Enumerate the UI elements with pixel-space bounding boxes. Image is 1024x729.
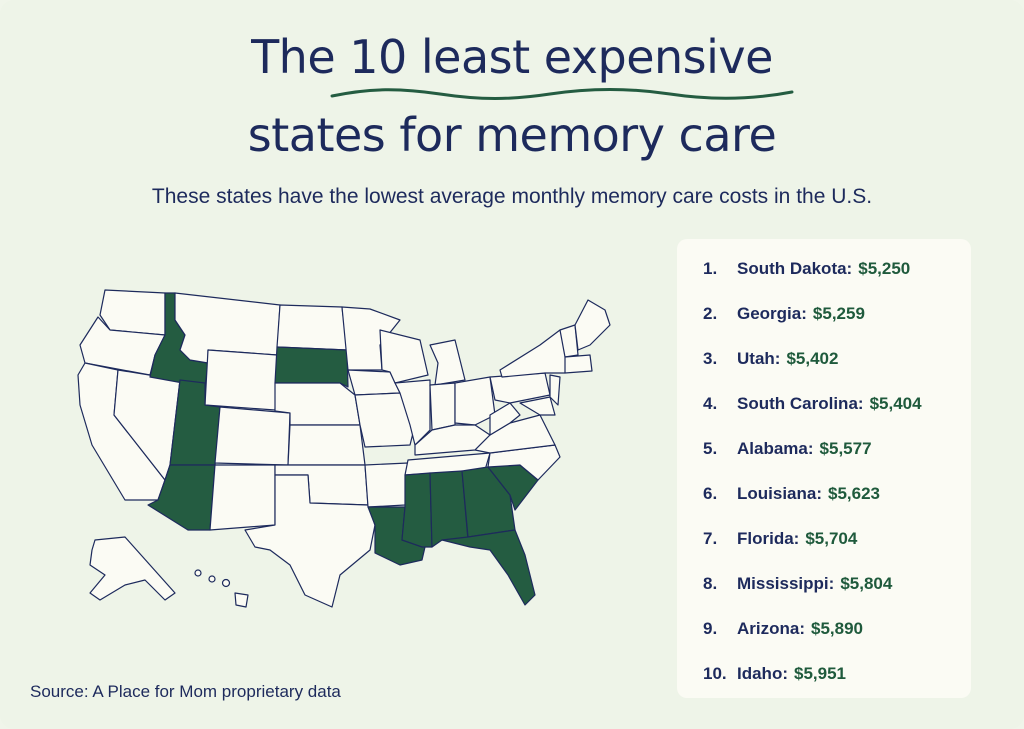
state-name: Alabama:: [737, 439, 814, 458]
state-name: South Dakota:: [737, 259, 853, 278]
state-cost: $5,259: [812, 304, 865, 323]
state-north-dakota: [276, 304, 348, 351]
state-name: Georgia:: [737, 304, 807, 323]
state-washington: [99, 289, 166, 336]
state-name: Utah:: [737, 349, 781, 368]
state-cost: $5,623: [828, 484, 881, 503]
state-name: Mississippi:: [737, 574, 835, 593]
ranking-row: 4. South Carolina: $5,404: [703, 394, 922, 414]
state-new-jersey: [549, 374, 561, 406]
state-cost: $5,250: [858, 259, 911, 278]
title-line-2: states for memory care: [247, 108, 777, 162]
rank-number: 3.: [703, 349, 718, 368]
state-alabama: [429, 470, 469, 548]
state-name: Louisiana:: [737, 484, 823, 503]
state-maryland: [519, 396, 556, 416]
state-mississippi: [401, 472, 433, 548]
state-hawaii: [194, 569, 249, 608]
state-vermont-nh: [559, 324, 579, 358]
state-wyoming: [204, 349, 278, 411]
ranking-row: 2. Georgia: $5,259: [703, 304, 865, 324]
subtitle: These states have the lowest average mon…: [151, 185, 873, 208]
title-underline-squiggle: [330, 88, 794, 100]
title-line-1: The 10 least expensive: [251, 30, 773, 84]
rank-number: 5.: [703, 439, 718, 458]
state-name: Florida:: [737, 529, 800, 548]
ranking-row: 5. Alabama: $5,577: [703, 439, 872, 459]
state-cost: $5,577: [819, 439, 872, 458]
ranking-row: 7. Florida: $5,704: [703, 529, 857, 549]
state-name: South Carolina:: [737, 394, 864, 413]
rankings-panel: 1. South Dakota: $5,250 2. Georgia: $5,259 3…: [677, 239, 971, 698]
state-arkansas: [364, 462, 409, 508]
state-new-mexico: [209, 464, 276, 531]
rank-number: 9.: [703, 619, 718, 638]
state-cost: $5,704: [805, 529, 858, 548]
state-mass-ct-ri: [564, 354, 593, 374]
state-alaska: [89, 536, 176, 601]
source-note: Source: A Place for Mom proprietary data: [30, 682, 341, 701]
ranking-row: 10. Idaho: $5,951: [703, 664, 846, 684]
state-colorado: [214, 406, 291, 466]
ranking-row: 8. Mississippi: $5,804: [703, 574, 892, 594]
state-cost: $5,890: [811, 619, 863, 638]
state-kansas: [287, 424, 366, 466]
state-indiana: [429, 382, 456, 431]
state-ohio: [454, 376, 496, 426]
state-west-virginia: [489, 402, 521, 436]
ranking-row: 6. Louisiana: $5,623: [703, 484, 880, 504]
rank-number: 6.: [703, 484, 718, 503]
state-south-dakota: [274, 346, 349, 388]
rank-number: 2.: [703, 304, 718, 323]
state-cost: $5,804: [840, 574, 893, 593]
ranking-row: 9. Arizona: $5,890: [703, 619, 863, 639]
state-texas: [244, 474, 376, 608]
state-cost: $5,402: [786, 349, 839, 368]
rank-number: 1.: [703, 259, 718, 278]
state-michigan: [429, 339, 466, 386]
rank-number: 8.: [703, 574, 718, 593]
rank-number: 10.: [703, 664, 727, 683]
state-name: Idaho:: [737, 664, 788, 683]
rank-number: 4.: [703, 394, 718, 413]
rank-number: 7.: [703, 529, 718, 548]
state-kentucky: [414, 424, 491, 456]
state-cost: $5,951: [794, 664, 846, 683]
ranking-row: 1. South Dakota: $5,250: [703, 259, 910, 279]
us-map: [77, 289, 611, 608]
state-florida: [441, 529, 536, 606]
state-cost: $5,404: [869, 394, 922, 413]
state-name: Arizona:: [737, 619, 805, 638]
ranking-row: 3. Utah: $5,402: [703, 349, 838, 369]
state-maine: [574, 299, 611, 351]
state-new-york: [499, 329, 571, 378]
